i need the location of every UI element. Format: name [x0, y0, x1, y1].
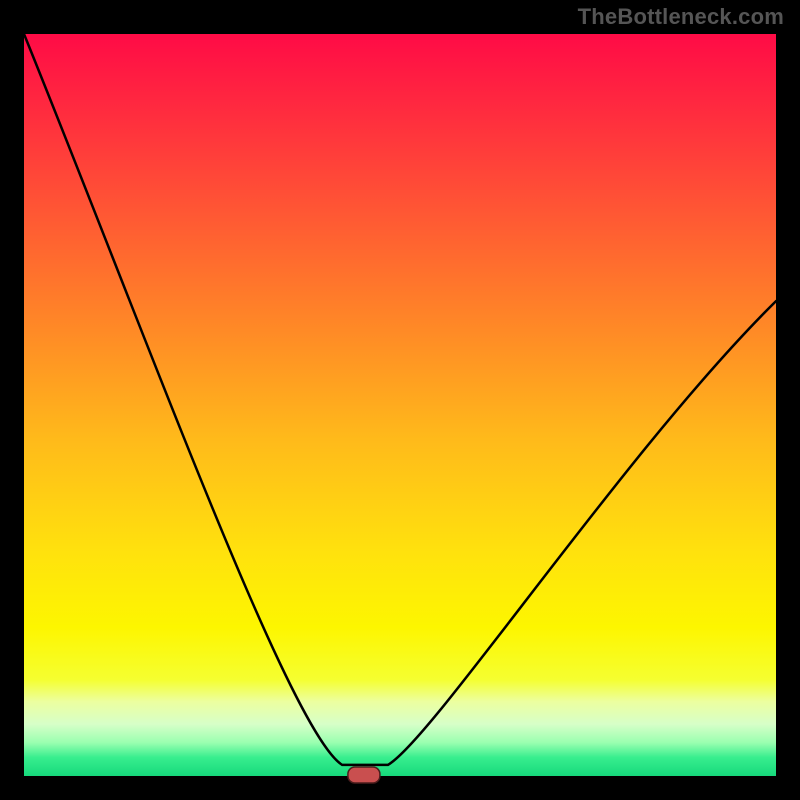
optimum-marker [348, 767, 380, 783]
bottleneck-chart [0, 0, 800, 800]
chart-container: { "watermark": "TheBottleneck.com", "cha… [0, 0, 800, 800]
watermark-text: TheBottleneck.com [578, 4, 784, 30]
plot-background [24, 34, 776, 776]
